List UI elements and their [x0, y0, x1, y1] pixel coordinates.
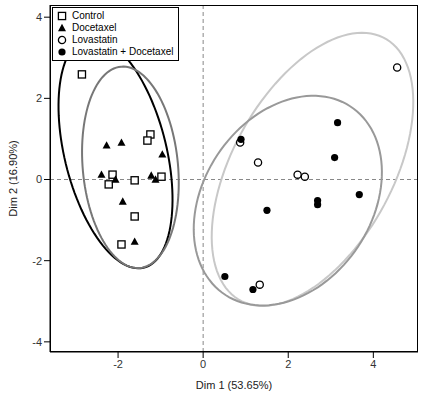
svg-text:0: 0: [200, 358, 206, 370]
html-text:Lovastatin: Lovastatin: [72, 34, 118, 45]
svg-text:2: 2: [36, 92, 42, 104]
html-text:Control: Control: [72, 10, 105, 21]
svg-text:Dim 2 (16.90%): Dim 2 (16.90%): [8, 140, 19, 216]
svg-text:-4: -4: [32, 336, 42, 348]
svg-text:4: 4: [36, 11, 42, 23]
svg-text:-2: -2: [113, 358, 123, 370]
html-text:Docetaxel: Docetaxel: [72, 22, 117, 33]
svg-text:0: 0: [36, 173, 42, 185]
svg-text:2: 2: [285, 358, 291, 370]
html-text:Lovastatin + Docetaxel: Lovastatin + Docetaxel: [72, 46, 174, 57]
svg-text:4: 4: [370, 358, 376, 370]
svg-text:Dim 1 (53.65%): Dim 1 (53.65%): [196, 379, 272, 391]
svg-text:-2: -2: [32, 255, 42, 267]
